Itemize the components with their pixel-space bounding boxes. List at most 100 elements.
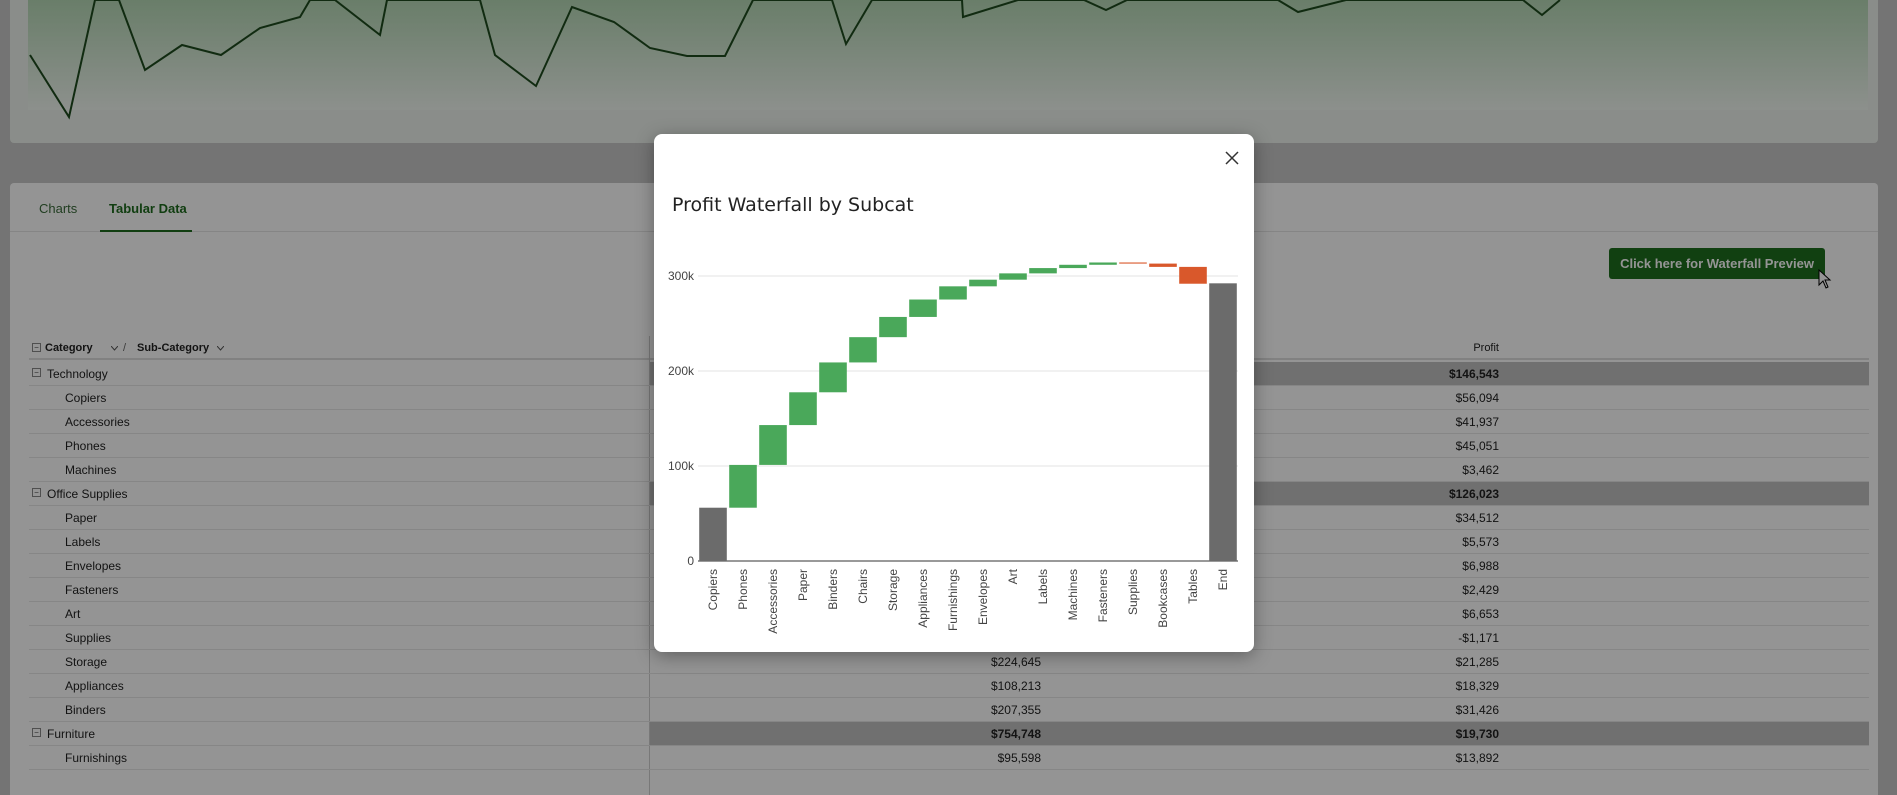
header-category[interactable]: Category [45,342,93,354]
header-sub-category[interactable]: Sub-Category [137,342,210,354]
profit-cell: $45,051 [1455,439,1499,453]
waterfall-bar [1029,268,1057,274]
row-label: Fasteners [65,583,119,597]
table-row[interactable]: Appliances $108,213 $18,329 [29,674,1869,698]
close-icon [1225,151,1239,165]
waterfall-bar [1179,266,1207,284]
collapse-row-icon[interactable]: − [32,368,41,377]
waterfall-bar [1149,263,1177,267]
waterfall-bar [759,425,787,465]
row-label: Supplies [65,631,112,645]
collapse-row-icon[interactable]: − [32,488,41,497]
x-tick-label: Binders [826,569,840,610]
x-tick-label: Phones [736,569,750,610]
profit-cell: $34,512 [1455,511,1499,525]
x-tick-label: Storage [886,569,900,611]
sales-cell: $108,213 [990,679,1041,693]
y-tick-label: 200k [668,364,695,378]
waterfall-bar [819,362,847,393]
waterfall-bar [939,286,967,300]
waterfall-modal: Profit Waterfall by Subcat 0 100k 200k 300k… [654,134,1254,652]
group-row-highlight [650,722,1869,745]
table-row[interactable]: Binders $207,355 $31,426 [29,698,1869,722]
x-tick-label: Copiers [706,569,720,610]
waterfall-bar [849,337,877,363]
x-tick-label: Envelopes [976,569,990,625]
waterfall-bar [1059,264,1087,269]
x-tick-label: Paper [796,569,810,601]
table-row[interactable]: Furnishings $95,598 $13,892 [29,746,1869,770]
waterfall-bar [909,299,937,317]
row-label: Accessories [65,415,130,429]
x-tick-label: Supplies [1126,569,1140,615]
row-label: Appliances [65,679,124,693]
profit-cell: $41,937 [1455,415,1499,429]
row-label: Furnishings [65,751,128,765]
waterfall-chart: 0 100k 200k 300k Copiers Phones Accessories Pap… [668,262,1238,634]
profit-cell: $18,329 [1455,679,1499,693]
x-tick-label: Labels [1036,569,1050,604]
x-tick-label: Appliances [916,569,930,628]
x-tick-label: Bookcases [1156,569,1170,628]
chevron-down-icon[interactable] [111,346,118,351]
y-tick-label: 300k [668,269,695,283]
tab-charts[interactable]: Charts [39,201,78,216]
trend-chart-card [10,0,1878,143]
row-label: Art [65,607,81,621]
x-tick-label: Art [1006,568,1020,584]
row-label: Office Supplies [47,487,128,501]
row-label: Paper [65,511,98,525]
waterfall-bar [699,507,727,561]
sales-cell: $95,598 [997,751,1041,765]
profit-cell: $31,426 [1455,703,1499,717]
row-label: Envelopes [65,559,122,573]
sales-cell: $224,645 [990,655,1041,669]
close-button[interactable] [1222,148,1242,168]
waterfall-bar [879,316,907,338]
sales-cell: $207,355 [990,703,1041,717]
profit-cell: $146,543 [1448,367,1499,381]
table-row[interactable]: Storage $224,645 $21,285 [29,650,1869,674]
header-separator: / [123,342,127,354]
x-tick-label: Machines [1066,569,1080,620]
row-label: Labels [65,535,101,549]
profit-cell: $13,892 [1455,751,1499,765]
column-divider [649,336,650,795]
waterfall-bar [1209,283,1237,561]
waterfall-bar [999,273,1027,280]
waterfall-bar [969,279,997,287]
tab-tabular-data[interactable]: Tabular Data [109,201,187,216]
x-tick-label: Fasteners [1096,569,1110,622]
chart-title: Profit Waterfall by Subcat [672,194,914,216]
row-label: Binders [65,703,106,717]
profit-cell: -$1,171 [1458,631,1499,645]
active-tab-indicator [100,230,192,232]
mouse-cursor-icon [1818,269,1832,289]
chevron-down-icon[interactable] [217,346,224,351]
collapse-all-icon[interactable]: − [32,343,41,352]
x-tick-label: Accessories [766,569,780,634]
profit-cell: $19,730 [1455,727,1499,741]
waterfall-bar [1089,262,1117,265]
waterfall-preview-button[interactable]: Click here for Waterfall Preview [1609,248,1825,279]
collapse-row-icon[interactable]: − [32,728,41,737]
waterfall-bar [1119,262,1147,264]
profit-cell: $21,285 [1455,655,1499,669]
profit-cell: $126,023 [1448,487,1499,501]
row-label: Storage [65,655,108,669]
header-profit[interactable]: Profit [1473,342,1499,354]
trend-line [29,0,1561,120]
profit-cell: $3,462 [1462,463,1499,477]
x-tick-label: Tables [1186,569,1200,604]
row-label: Machines [65,463,117,477]
waterfall-bar [789,392,817,426]
profit-cell: $56,094 [1455,391,1499,405]
row-label: Furniture [47,727,96,741]
x-tick-label: End [1216,569,1230,590]
profit-cell: $5,573 [1462,535,1499,549]
waterfall-bar [729,464,757,508]
x-tick-label: Chairs [856,569,870,604]
group-row[interactable]: − Furniture $754,748 $19,730 [29,722,1869,746]
row-label: Technology [47,367,108,381]
row-label: Copiers [65,391,107,405]
